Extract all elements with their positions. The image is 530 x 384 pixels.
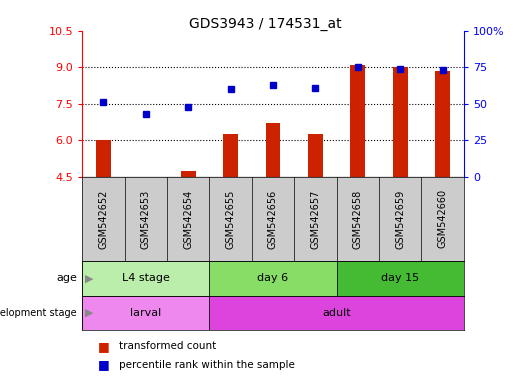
Bar: [209, 296, 464, 330]
Text: GSM542660: GSM542660: [438, 189, 447, 248]
Bar: [393, 67, 408, 177]
Bar: [266, 123, 280, 177]
Text: ▶: ▶: [85, 308, 93, 318]
Bar: [350, 65, 365, 177]
Text: GSM542659: GSM542659: [395, 189, 405, 248]
Text: GSM542656: GSM542656: [268, 189, 278, 248]
Bar: [96, 140, 111, 177]
Text: ■: ■: [98, 358, 110, 371]
Text: GSM542653: GSM542653: [141, 189, 151, 248]
Text: ▶: ▶: [85, 273, 93, 283]
Bar: [82, 261, 209, 296]
Text: GSM542654: GSM542654: [183, 189, 193, 248]
Text: GSM542655: GSM542655: [226, 189, 235, 248]
Text: day 6: day 6: [258, 273, 288, 283]
Bar: [435, 71, 450, 177]
Bar: [82, 296, 209, 330]
Bar: [337, 261, 464, 296]
Text: day 15: day 15: [381, 273, 419, 283]
Text: GSM542652: GSM542652: [99, 189, 108, 248]
Text: GDS3943 / 174531_at: GDS3943 / 174531_at: [189, 17, 341, 31]
Text: transformed count: transformed count: [119, 341, 216, 351]
Text: larval: larval: [130, 308, 161, 318]
Bar: [209, 261, 337, 296]
Text: GSM542657: GSM542657: [311, 189, 320, 248]
Text: ■: ■: [98, 340, 110, 353]
Text: adult: adult: [322, 308, 351, 318]
Bar: [181, 170, 196, 177]
Text: percentile rank within the sample: percentile rank within the sample: [119, 360, 295, 370]
Bar: [223, 134, 238, 177]
Text: age: age: [56, 273, 77, 283]
Text: development stage: development stage: [0, 308, 77, 318]
Bar: [308, 134, 323, 177]
Text: GSM542658: GSM542658: [353, 189, 363, 248]
Text: L4 stage: L4 stage: [122, 273, 170, 283]
